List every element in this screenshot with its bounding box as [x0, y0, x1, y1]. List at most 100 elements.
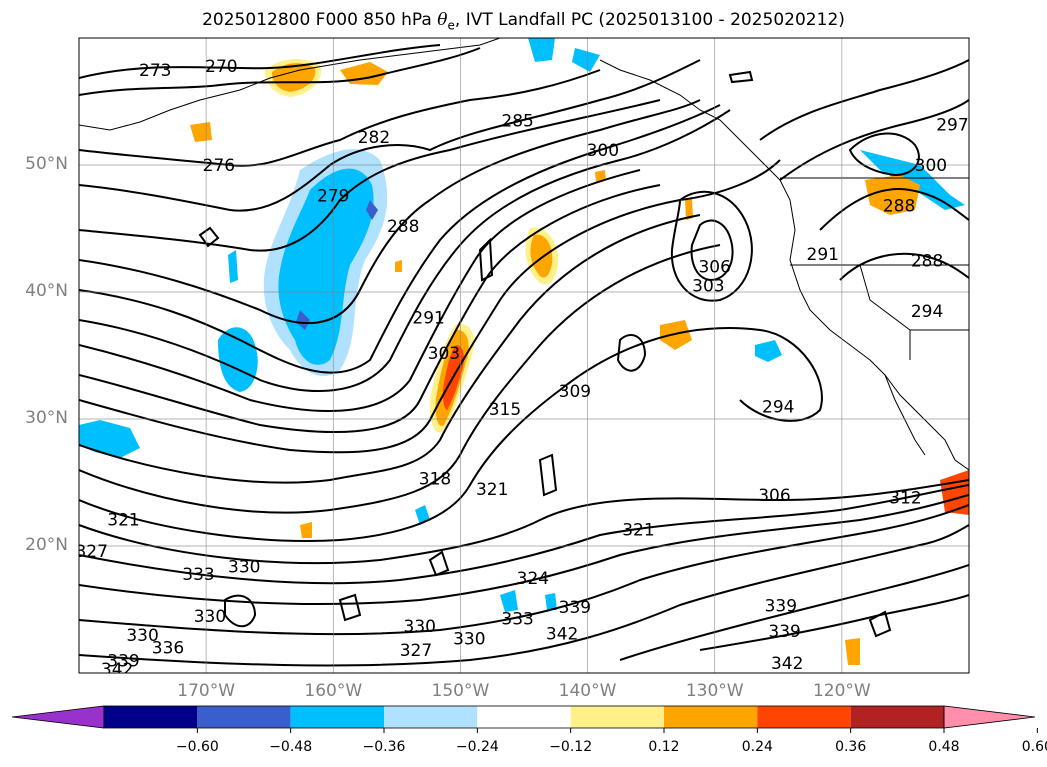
- contour-label: 330: [228, 557, 260, 577]
- colorbar-tick-label: −0.36: [363, 739, 406, 755]
- shade-blue-north: [528, 38, 600, 72]
- contour-label: 330: [194, 607, 226, 627]
- contour-label: 321: [622, 520, 654, 540]
- colorbar-extend-high: [943, 705, 1036, 729]
- contour-label: 306: [758, 486, 790, 506]
- title-prefix: 2025012800 F000 850 hPa: [202, 10, 438, 30]
- contour-line: [224, 594, 257, 628]
- contour-line: [428, 550, 450, 577]
- contour-line: [79, 169, 641, 413]
- colorbar-segment: [477, 706, 571, 728]
- contour-label: 306: [698, 258, 730, 278]
- contour-line: [79, 69, 601, 167]
- contour-line: [79, 104, 721, 374]
- title-suffix: , IVT Landfall PC (2025013100 - 20250202…: [454, 10, 845, 30]
- contour-label: 327: [75, 542, 107, 562]
- contour-label: 330: [404, 617, 436, 637]
- contour-labels: 2702732762792822852882913003033063033153…: [75, 57, 969, 674]
- shade-orange-center-core: [530, 234, 553, 278]
- title-subscript: e: [447, 18, 455, 33]
- contour-line: [79, 184, 661, 433]
- shade-blue-west: [79, 420, 140, 458]
- contour-label: 336: [152, 639, 184, 659]
- theta-e-contours: [79, 44, 969, 667]
- longitude-label: 130°W: [685, 681, 744, 701]
- contour-line: [79, 327, 823, 542]
- contour-label: 294: [762, 397, 794, 417]
- colorbar-tick-label: −0.48: [269, 739, 312, 755]
- contour-line: [616, 334, 647, 372]
- contour-label: 333: [501, 609, 533, 629]
- contour-label: 339: [768, 622, 800, 642]
- contour-line: [779, 99, 969, 181]
- plot-frame: [78, 37, 970, 674]
- contour-line: [670, 190, 753, 302]
- contour-line: [699, 594, 969, 651]
- contour-label: 303: [428, 344, 460, 364]
- contour-label: 300: [587, 141, 619, 161]
- contour-line: [79, 109, 731, 392]
- contour-line: [868, 610, 892, 638]
- contour-label: 321: [107, 510, 139, 530]
- colorbar-segment: [384, 706, 478, 728]
- coastlines: [79, 38, 969, 471]
- shade-orange-east: [660, 320, 692, 350]
- north-america-coast: [789, 199, 969, 471]
- contour-label: 288: [387, 217, 419, 237]
- contour-label: 279: [317, 186, 349, 206]
- contour-label: 342: [546, 625, 578, 645]
- contour-label: 333: [182, 565, 214, 585]
- contour-line: [839, 252, 969, 281]
- contour-label: 330: [453, 630, 485, 650]
- colorbar-tick-label: −0.12: [549, 739, 592, 755]
- colorbar-extend-low: [11, 705, 105, 729]
- contour-label: 315: [489, 400, 521, 420]
- contour-line: [478, 237, 494, 282]
- state-borders: [780, 177, 969, 360]
- latitude-label: 50°N: [25, 154, 68, 174]
- alaska-panhandle: [599, 59, 791, 201]
- contour-line: [79, 494, 969, 606]
- contour-line: [79, 99, 661, 252]
- shade-orange-north-core: [272, 63, 316, 92]
- contour-label: 339: [107, 651, 139, 671]
- alaska-coast: [79, 38, 501, 131]
- contour-line: [79, 47, 481, 96]
- longitude-label: 160°W: [304, 681, 363, 701]
- colorbar-segment: [850, 706, 944, 728]
- contour-label: 291: [807, 245, 839, 265]
- latitude-label: 20°N: [25, 535, 68, 555]
- contour-line: [690, 219, 734, 282]
- contour-label: 282: [358, 128, 390, 148]
- shade-orange-ne: [865, 175, 920, 215]
- contour-label: 342: [771, 654, 803, 674]
- contour-line: [538, 453, 558, 497]
- contour-line: [79, 59, 701, 212]
- contour-line: [79, 484, 969, 585]
- contour-label: 339: [765, 597, 797, 617]
- baja-coast: [884, 374, 926, 456]
- colorbar-segment: [664, 706, 758, 728]
- colorbar-tick-label: 0.24: [742, 739, 773, 755]
- contour-label: 276: [203, 156, 235, 176]
- contour-line: [759, 59, 969, 141]
- longitude-label: 170°W: [177, 681, 236, 701]
- contour-line: [198, 226, 220, 248]
- latitude-label: 30°N: [25, 408, 68, 428]
- colorbar: −0.60 −0.48 −0.36 −0.24 −0.12 0.12 0.24 0.36 0.4…: [11, 705, 1047, 755]
- shade-red-se: [940, 470, 969, 515]
- contour-line: [79, 214, 701, 484]
- contour-label: 303: [692, 277, 724, 297]
- contour-line: [619, 564, 969, 661]
- colorbar-segment: [197, 706, 291, 728]
- contour-label: 321: [476, 480, 508, 500]
- contour-label: 291: [412, 308, 444, 328]
- contour-line: [338, 593, 362, 622]
- contour-label: 297: [936, 115, 968, 135]
- colorbar-tick-label: 0.36: [835, 739, 866, 755]
- colorbar-segment: [104, 706, 198, 728]
- map-title: 2025012800 F000 850 hPa θe, IVT Landfall…: [0, 10, 1047, 32]
- contour-line: [79, 504, 969, 636]
- contour-line: [728, 70, 754, 84]
